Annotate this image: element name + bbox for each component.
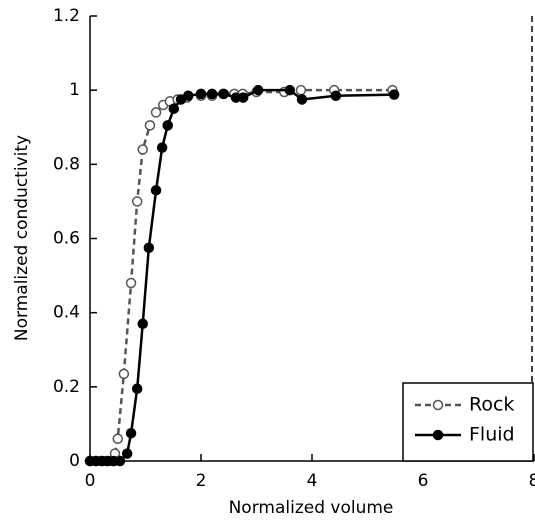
data-point [218, 88, 230, 100]
data-point [237, 92, 249, 103]
y-tick-label: 1 [69, 80, 80, 100]
data-point [252, 84, 264, 96]
data-point [388, 89, 400, 100]
data-point [295, 84, 307, 96]
data-point [330, 90, 342, 101]
data-point [150, 107, 162, 118]
data-point [121, 448, 133, 459]
y-tick-label: 0.6 [53, 229, 80, 249]
data-point [131, 196, 143, 207]
data-point [150, 185, 162, 196]
data-point [195, 88, 207, 100]
data-point [114, 455, 126, 467]
data-point [156, 142, 168, 153]
data-point [168, 103, 180, 114]
data-point [125, 277, 137, 289]
legend: Rock Fluid [402, 382, 534, 462]
data-point [162, 120, 173, 131]
data-point [125, 427, 137, 439]
data-point [143, 242, 155, 254]
data-point [137, 318, 148, 330]
data-point [144, 120, 156, 131]
x-tick-label: 6 [418, 471, 429, 491]
x-axis-label: Normalized volume [229, 498, 394, 518]
data-point [284, 84, 296, 96]
y-tick-label: 0.8 [53, 154, 80, 174]
data-point [137, 144, 148, 155]
y-tick-label: 0.4 [53, 303, 80, 323]
legend-label: Rock [469, 394, 514, 416]
data-point [118, 368, 130, 380]
x-tick-label: 0 [85, 471, 96, 491]
legend-box [402, 382, 534, 462]
series-line [90, 88, 395, 463]
x-tick-label: 8 [529, 471, 535, 491]
y-tick-label: 1.2 [53, 6, 80, 26]
legend-marker [432, 429, 444, 441]
legend-marker [432, 399, 444, 411]
y-tick-label: 0 [69, 451, 80, 471]
y-tick-label: 0.2 [53, 377, 80, 397]
x-tick-label: 4 [307, 471, 318, 491]
data-point [112, 433, 123, 444]
y-axis-label: Normalized conductivity [12, 135, 32, 341]
data-point [296, 94, 308, 105]
x-tick-label: 2 [196, 471, 207, 491]
data-point [131, 383, 143, 394]
data-point [182, 90, 194, 101]
legend-label: Fluid [469, 424, 515, 446]
data-point [206, 88, 218, 100]
